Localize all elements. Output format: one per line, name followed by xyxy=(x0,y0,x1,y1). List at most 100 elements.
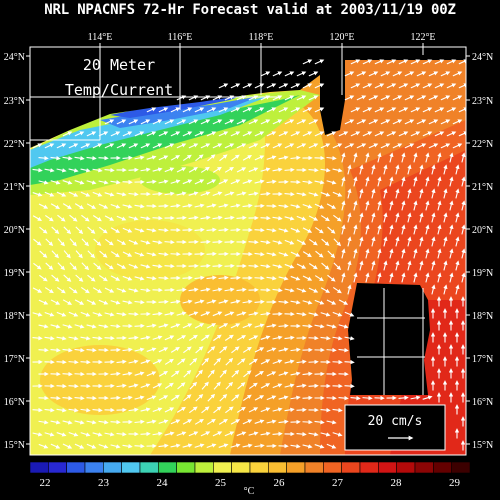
current-vector-arrow xyxy=(452,71,463,77)
current-vector-arrow xyxy=(353,152,358,163)
current-vector-arrow xyxy=(260,215,271,221)
current-vector-arrow xyxy=(242,179,253,184)
current-vector-arrow xyxy=(332,143,343,149)
current-vector-arrow xyxy=(110,251,120,258)
current-vector-arrow xyxy=(158,227,169,233)
current-vector-arrow xyxy=(266,419,277,424)
lat-label-left: 17°N xyxy=(4,354,25,365)
current-vector-arrow xyxy=(353,200,358,211)
current-vector-arrow xyxy=(248,335,259,341)
current-vector-arrow xyxy=(104,432,115,437)
current-vector-arrow xyxy=(212,431,223,437)
current-vector-arrow xyxy=(32,335,43,341)
colorbar-swatch xyxy=(414,461,434,474)
current-vector-arrow xyxy=(455,284,460,295)
current-vector-arrow xyxy=(146,276,157,281)
current-vector-arrow xyxy=(182,154,192,162)
current-vector-arrow xyxy=(242,299,253,304)
current-vector-arrow xyxy=(359,236,364,247)
current-vector-arrow xyxy=(386,131,397,137)
current-vector-arrow xyxy=(449,272,454,283)
current-vector-arrow xyxy=(434,59,445,65)
current-vector-arrow xyxy=(219,154,228,162)
current-vector-arrow xyxy=(248,119,259,125)
current-vector-arrow xyxy=(62,203,72,210)
current-vector-arrow xyxy=(320,287,331,293)
current-vector-arrow xyxy=(333,238,342,247)
current-vector-arrow xyxy=(104,119,115,125)
current-vector-arrow xyxy=(206,251,217,257)
current-vector-arrow xyxy=(219,393,228,402)
current-vector-arrow xyxy=(290,300,301,305)
current-vector-arrow xyxy=(57,238,65,247)
colorbar-swatch xyxy=(84,461,104,474)
current-vector-arrow xyxy=(248,239,259,245)
current-vector-arrow xyxy=(92,143,103,149)
current-vector-arrow xyxy=(140,264,151,269)
current-vector-arrow xyxy=(140,335,151,340)
current-vector-arrow xyxy=(254,419,265,424)
current-vector-arrow xyxy=(398,131,409,137)
current-vector-arrow xyxy=(69,262,77,271)
current-vector-arrow xyxy=(302,227,313,233)
current-vector-arrow xyxy=(194,299,205,304)
current-vector-arrow xyxy=(242,419,253,425)
current-vector-arrow xyxy=(404,95,415,101)
current-vector-arrow xyxy=(242,131,253,137)
current-vector-arrow xyxy=(410,83,421,89)
current-vector-arrow xyxy=(140,119,151,125)
current-vector-arrow xyxy=(308,287,319,293)
current-vector-arrow xyxy=(278,228,289,233)
current-vector-arrow xyxy=(284,288,295,293)
current-vector-arrow xyxy=(248,167,259,173)
current-vector-arrow xyxy=(272,143,283,149)
colorbar-swatch xyxy=(433,461,452,474)
current-vector-arrow xyxy=(296,71,307,77)
current-vector-arrow xyxy=(401,272,406,283)
current-vector-arrow xyxy=(449,200,454,211)
current-vector-arrow xyxy=(368,95,379,101)
current-vector-arrow xyxy=(314,324,325,329)
current-vector-arrow xyxy=(344,359,355,365)
current-vector-arrow xyxy=(437,224,442,235)
current-vector-arrow xyxy=(278,395,289,400)
current-vector-arrow xyxy=(359,212,364,223)
current-vector-arrow xyxy=(407,212,412,223)
current-vector-arrow xyxy=(308,238,318,246)
current-vector-arrow xyxy=(236,287,247,293)
current-vector-arrow xyxy=(158,131,169,137)
current-vector-arrow xyxy=(57,214,66,222)
current-vector-arrow xyxy=(122,204,133,209)
current-vector-arrow xyxy=(347,236,352,247)
current-vector-arrow xyxy=(254,251,265,257)
current-vector-arrow xyxy=(38,155,49,161)
current-vector-arrow xyxy=(188,334,198,341)
lat-label-right: 22°N xyxy=(472,139,493,150)
current-vector-arrow xyxy=(38,347,49,353)
current-vector-arrow xyxy=(212,215,223,220)
current-vector-arrow xyxy=(134,155,145,160)
current-vector-arrow xyxy=(407,260,412,271)
current-vector-arrow xyxy=(164,335,175,341)
current-vector-arrow xyxy=(347,188,352,199)
current-vector-arrow xyxy=(344,71,355,77)
current-vector-arrow xyxy=(308,432,319,437)
current-vector-arrow xyxy=(50,324,61,329)
current-vector-arrow xyxy=(176,119,187,125)
current-vector-arrow xyxy=(377,152,382,163)
current-vector-arrow xyxy=(413,248,418,259)
current-vector-arrow xyxy=(314,420,325,425)
current-vector-arrow xyxy=(152,359,163,365)
current-vector-arrow xyxy=(347,212,352,223)
colorbar-tick-label: 25 xyxy=(215,477,227,489)
current-vector-arrow xyxy=(248,191,259,196)
current-vector-arrow xyxy=(302,275,313,281)
current-vector-arrow xyxy=(182,443,193,448)
current-vector-arrow xyxy=(140,359,151,364)
current-vector-arrow xyxy=(395,260,400,271)
current-vector-arrow xyxy=(260,71,271,77)
current-vector-arrow xyxy=(290,131,301,137)
current-vector-arrow xyxy=(272,431,283,437)
current-vector-arrow xyxy=(183,346,192,354)
current-vector-arrow xyxy=(225,381,234,390)
